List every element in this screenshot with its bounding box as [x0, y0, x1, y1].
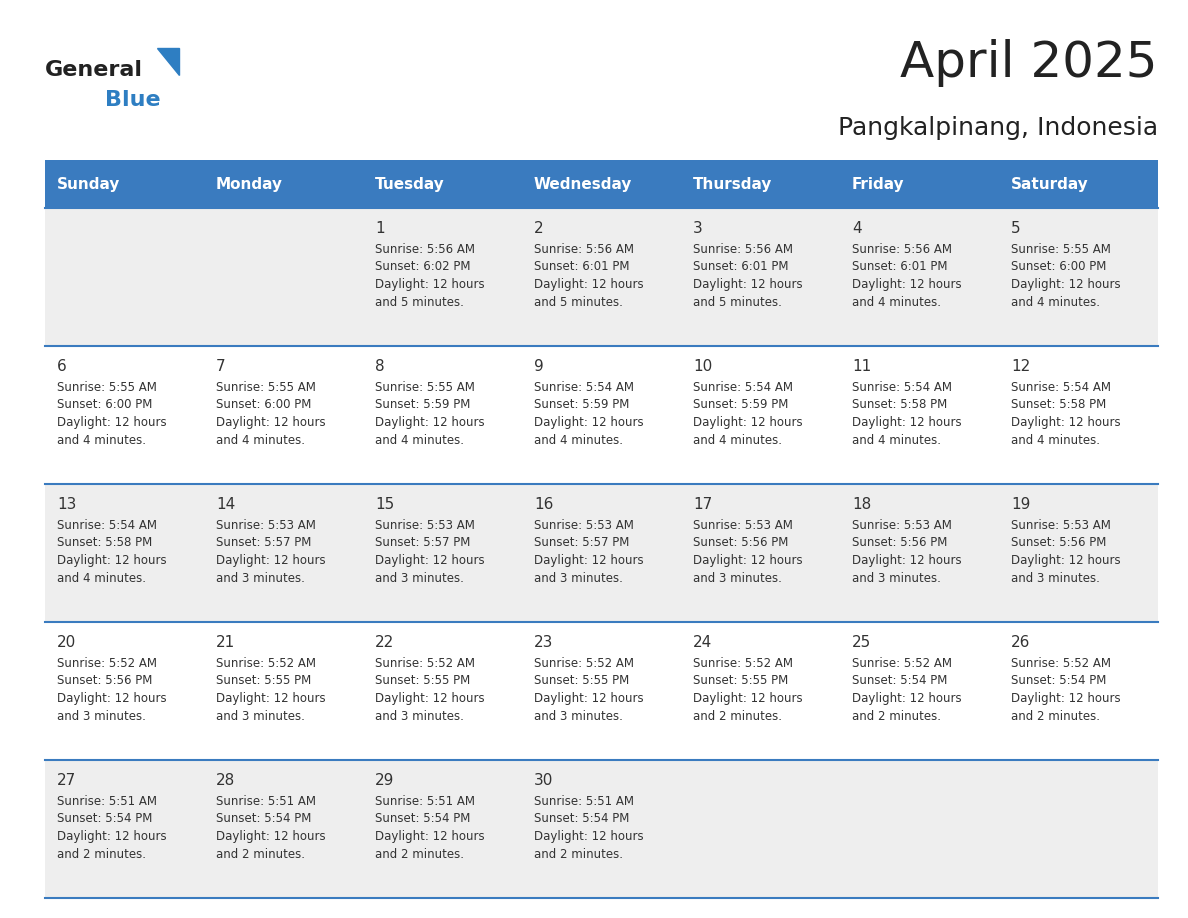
- Text: Sunrise: 5:54 AM
Sunset: 5:59 PM
Daylight: 12 hours
and 4 minutes.: Sunrise: 5:54 AM Sunset: 5:59 PM Dayligh…: [533, 381, 644, 446]
- Text: 30: 30: [533, 773, 554, 788]
- Text: Pangkalpinang, Indonesia: Pangkalpinang, Indonesia: [838, 116, 1158, 140]
- Text: Sunrise: 5:52 AM
Sunset: 5:55 PM
Daylight: 12 hours
and 3 minutes.: Sunrise: 5:52 AM Sunset: 5:55 PM Dayligh…: [533, 657, 644, 722]
- Text: Monday: Monday: [216, 176, 283, 192]
- Text: Friday: Friday: [852, 176, 904, 192]
- Text: 18: 18: [852, 497, 871, 512]
- Bar: [45, 760, 1158, 898]
- Text: Sunrise: 5:51 AM
Sunset: 5:54 PM
Daylight: 12 hours
and 2 minutes.: Sunrise: 5:51 AM Sunset: 5:54 PM Dayligh…: [216, 795, 326, 860]
- Polygon shape: [157, 48, 179, 75]
- Text: 13: 13: [57, 497, 76, 512]
- Text: Sunrise: 5:53 AM
Sunset: 5:57 PM
Daylight: 12 hours
and 3 minutes.: Sunrise: 5:53 AM Sunset: 5:57 PM Dayligh…: [375, 519, 485, 585]
- Text: 1: 1: [375, 221, 385, 236]
- Text: 16: 16: [533, 497, 554, 512]
- Text: 10: 10: [693, 359, 713, 374]
- Text: Sunrise: 5:54 AM
Sunset: 5:58 PM
Daylight: 12 hours
and 4 minutes.: Sunrise: 5:54 AM Sunset: 5:58 PM Dayligh…: [852, 381, 961, 446]
- Text: Sunrise: 5:51 AM
Sunset: 5:54 PM
Daylight: 12 hours
and 2 minutes.: Sunrise: 5:51 AM Sunset: 5:54 PM Dayligh…: [375, 795, 485, 860]
- Text: 17: 17: [693, 497, 713, 512]
- Text: 25: 25: [852, 635, 871, 650]
- Text: Sunrise: 5:51 AM
Sunset: 5:54 PM
Daylight: 12 hours
and 2 minutes.: Sunrise: 5:51 AM Sunset: 5:54 PM Dayligh…: [57, 795, 166, 860]
- Text: Sunrise: 5:56 AM
Sunset: 6:01 PM
Daylight: 12 hours
and 4 minutes.: Sunrise: 5:56 AM Sunset: 6:01 PM Dayligh…: [852, 243, 961, 308]
- Text: Sunrise: 5:52 AM
Sunset: 5:55 PM
Daylight: 12 hours
and 2 minutes.: Sunrise: 5:52 AM Sunset: 5:55 PM Dayligh…: [693, 657, 803, 722]
- Text: Sunrise: 5:53 AM
Sunset: 5:56 PM
Daylight: 12 hours
and 3 minutes.: Sunrise: 5:53 AM Sunset: 5:56 PM Dayligh…: [1011, 519, 1120, 585]
- Text: 7: 7: [216, 359, 226, 374]
- Text: 9: 9: [533, 359, 544, 374]
- Text: 20: 20: [57, 635, 76, 650]
- Text: Blue: Blue: [105, 90, 160, 110]
- Text: Sunrise: 5:53 AM
Sunset: 5:57 PM
Daylight: 12 hours
and 3 minutes.: Sunrise: 5:53 AM Sunset: 5:57 PM Dayligh…: [533, 519, 644, 585]
- Text: Sunrise: 5:52 AM
Sunset: 5:55 PM
Daylight: 12 hours
and 3 minutes.: Sunrise: 5:52 AM Sunset: 5:55 PM Dayligh…: [375, 657, 485, 722]
- Text: Sunrise: 5:56 AM
Sunset: 6:01 PM
Daylight: 12 hours
and 5 minutes.: Sunrise: 5:56 AM Sunset: 6:01 PM Dayligh…: [533, 243, 644, 308]
- Text: April 2025: April 2025: [901, 39, 1158, 87]
- Text: 3: 3: [693, 221, 703, 236]
- Text: Sunrise: 5:54 AM
Sunset: 5:58 PM
Daylight: 12 hours
and 4 minutes.: Sunrise: 5:54 AM Sunset: 5:58 PM Dayligh…: [1011, 381, 1120, 446]
- Text: 15: 15: [375, 497, 394, 512]
- Text: Sunrise: 5:52 AM
Sunset: 5:54 PM
Daylight: 12 hours
and 2 minutes.: Sunrise: 5:52 AM Sunset: 5:54 PM Dayligh…: [1011, 657, 1120, 722]
- Bar: [45, 622, 1158, 760]
- Text: Saturday: Saturday: [1011, 176, 1088, 192]
- Bar: [45, 160, 1158, 208]
- Text: Sunrise: 5:53 AM
Sunset: 5:56 PM
Daylight: 12 hours
and 3 minutes.: Sunrise: 5:53 AM Sunset: 5:56 PM Dayligh…: [693, 519, 803, 585]
- Text: 23: 23: [533, 635, 554, 650]
- Text: Sunrise: 5:52 AM
Sunset: 5:55 PM
Daylight: 12 hours
and 3 minutes.: Sunrise: 5:52 AM Sunset: 5:55 PM Dayligh…: [216, 657, 326, 722]
- Text: 21: 21: [216, 635, 235, 650]
- Text: Sunrise: 5:53 AM
Sunset: 5:57 PM
Daylight: 12 hours
and 3 minutes.: Sunrise: 5:53 AM Sunset: 5:57 PM Dayligh…: [216, 519, 326, 585]
- Text: Thursday: Thursday: [693, 176, 772, 192]
- Bar: [45, 208, 1158, 346]
- Text: Sunrise: 5:56 AM
Sunset: 6:02 PM
Daylight: 12 hours
and 5 minutes.: Sunrise: 5:56 AM Sunset: 6:02 PM Dayligh…: [375, 243, 485, 308]
- Text: Sunrise: 5:51 AM
Sunset: 5:54 PM
Daylight: 12 hours
and 2 minutes.: Sunrise: 5:51 AM Sunset: 5:54 PM Dayligh…: [533, 795, 644, 860]
- Text: 6: 6: [57, 359, 67, 374]
- Text: 14: 14: [216, 497, 235, 512]
- Text: 19: 19: [1011, 497, 1030, 512]
- Text: Sunday: Sunday: [57, 176, 120, 192]
- Bar: [45, 484, 1158, 622]
- Text: 2: 2: [533, 221, 544, 236]
- Text: Sunrise: 5:56 AM
Sunset: 6:01 PM
Daylight: 12 hours
and 5 minutes.: Sunrise: 5:56 AM Sunset: 6:01 PM Dayligh…: [693, 243, 803, 308]
- Text: 5: 5: [1011, 221, 1020, 236]
- Text: 8: 8: [375, 359, 385, 374]
- Text: Sunrise: 5:54 AM
Sunset: 5:58 PM
Daylight: 12 hours
and 4 minutes.: Sunrise: 5:54 AM Sunset: 5:58 PM Dayligh…: [57, 519, 166, 585]
- Text: Sunrise: 5:55 AM
Sunset: 6:00 PM
Daylight: 12 hours
and 4 minutes.: Sunrise: 5:55 AM Sunset: 6:00 PM Dayligh…: [216, 381, 326, 446]
- Text: Sunrise: 5:55 AM
Sunset: 6:00 PM
Daylight: 12 hours
and 4 minutes.: Sunrise: 5:55 AM Sunset: 6:00 PM Dayligh…: [1011, 243, 1120, 308]
- Text: 11: 11: [852, 359, 871, 374]
- Text: Sunrise: 5:53 AM
Sunset: 5:56 PM
Daylight: 12 hours
and 3 minutes.: Sunrise: 5:53 AM Sunset: 5:56 PM Dayligh…: [852, 519, 961, 585]
- Text: 28: 28: [216, 773, 235, 788]
- Text: General: General: [45, 60, 143, 80]
- Text: Sunrise: 5:52 AM
Sunset: 5:56 PM
Daylight: 12 hours
and 3 minutes.: Sunrise: 5:52 AM Sunset: 5:56 PM Dayligh…: [57, 657, 166, 722]
- Text: 26: 26: [1011, 635, 1030, 650]
- Text: Wednesday: Wednesday: [533, 176, 632, 192]
- Text: 27: 27: [57, 773, 76, 788]
- Text: 24: 24: [693, 635, 713, 650]
- Bar: [45, 346, 1158, 484]
- Text: Sunrise: 5:52 AM
Sunset: 5:54 PM
Daylight: 12 hours
and 2 minutes.: Sunrise: 5:52 AM Sunset: 5:54 PM Dayligh…: [852, 657, 961, 722]
- Text: 22: 22: [375, 635, 394, 650]
- Text: Sunrise: 5:54 AM
Sunset: 5:59 PM
Daylight: 12 hours
and 4 minutes.: Sunrise: 5:54 AM Sunset: 5:59 PM Dayligh…: [693, 381, 803, 446]
- Text: 29: 29: [375, 773, 394, 788]
- Text: 4: 4: [852, 221, 861, 236]
- Text: 12: 12: [1011, 359, 1030, 374]
- Text: Sunrise: 5:55 AM
Sunset: 5:59 PM
Daylight: 12 hours
and 4 minutes.: Sunrise: 5:55 AM Sunset: 5:59 PM Dayligh…: [375, 381, 485, 446]
- Text: Sunrise: 5:55 AM
Sunset: 6:00 PM
Daylight: 12 hours
and 4 minutes.: Sunrise: 5:55 AM Sunset: 6:00 PM Dayligh…: [57, 381, 166, 446]
- Text: Tuesday: Tuesday: [375, 176, 444, 192]
